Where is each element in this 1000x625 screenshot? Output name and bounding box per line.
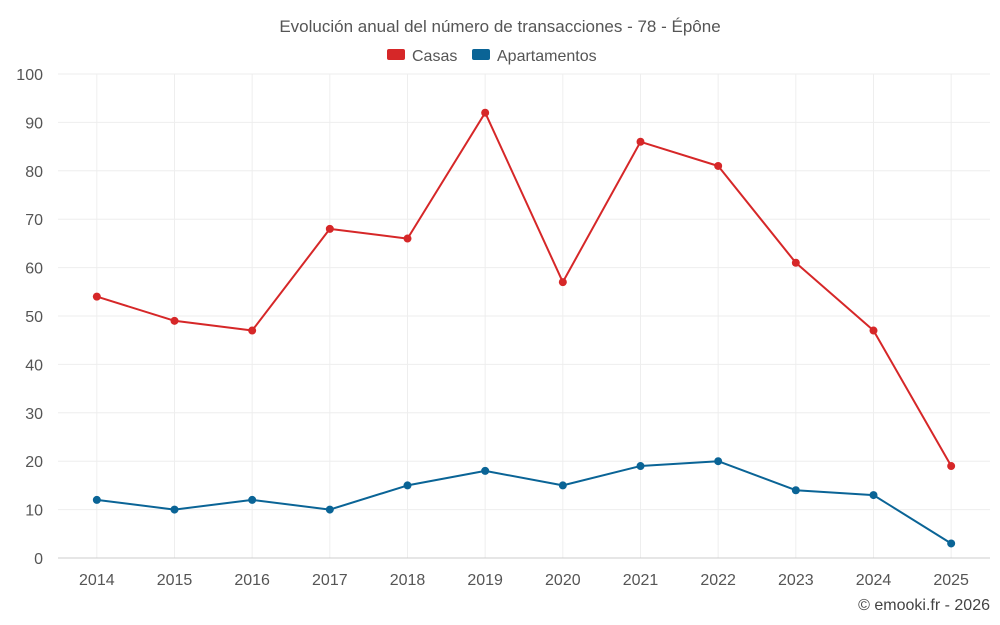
data-point-casas[interactable]: [170, 316, 179, 325]
data-point-casas[interactable]: [248, 326, 257, 335]
y-tick-label: 50: [25, 309, 43, 326]
x-tick-label: 2020: [545, 572, 581, 589]
data-point-apartamentos[interactable]: [791, 486, 800, 495]
y-tick-label: 80: [25, 164, 43, 181]
data-point-casas[interactable]: [403, 234, 412, 243]
data-point-casas[interactable]: [869, 326, 878, 335]
data-point-apartamentos[interactable]: [481, 466, 490, 475]
data-point-casas[interactable]: [92, 292, 101, 301]
chart-title: Evolución anual del número de transaccio…: [279, 17, 720, 36]
data-point-casas[interactable]: [791, 258, 800, 267]
y-tick-label: 0: [34, 551, 43, 568]
x-tick-label: 2023: [778, 572, 814, 589]
data-point-casas[interactable]: [714, 161, 723, 170]
data-point-apartamentos[interactable]: [636, 462, 645, 471]
legend-label-apartamentos[interactable]: Apartamentos: [497, 48, 597, 65]
x-tick-label: 2016: [234, 572, 270, 589]
y-tick-label: 100: [16, 67, 43, 84]
data-point-apartamentos[interactable]: [170, 505, 179, 514]
data-point-apartamentos[interactable]: [92, 495, 101, 504]
data-point-apartamentos[interactable]: [403, 481, 412, 490]
grid: [58, 73, 990, 559]
legend: Casas Apartamentos: [387, 48, 597, 65]
y-tick-label: 60: [25, 261, 43, 278]
data-point-apartamentos[interactable]: [248, 495, 257, 504]
data-point-apartamentos[interactable]: [325, 505, 334, 514]
x-tick-label: 2014: [79, 572, 115, 589]
data-point-apartamentos[interactable]: [558, 481, 567, 490]
y-tick-label: 30: [25, 406, 43, 423]
data-point-apartamentos[interactable]: [947, 539, 956, 548]
data-point-apartamentos[interactable]: [714, 457, 723, 466]
data-point-apartamentos[interactable]: [869, 491, 878, 500]
legend-swatch-apartamentos: [472, 49, 490, 60]
series-line-casas: [96, 111, 953, 467]
series: [92, 108, 956, 548]
x-tick-label: 2021: [623, 572, 659, 589]
y-tick-label: 70: [25, 212, 43, 229]
x-tick-label: 2025: [933, 572, 969, 589]
x-tick-label: 2015: [157, 572, 193, 589]
legend-label-casas[interactable]: Casas: [412, 48, 457, 65]
x-tick-label: 2017: [312, 572, 348, 589]
y-tick-label: 40: [25, 357, 43, 374]
x-tick-label: 2018: [390, 572, 426, 589]
data-point-casas[interactable]: [558, 278, 567, 287]
legend-swatch-casas: [387, 49, 405, 60]
data-point-casas[interactable]: [481, 108, 490, 117]
data-point-casas[interactable]: [947, 462, 956, 471]
data-point-casas[interactable]: [636, 137, 645, 146]
credit-text: © emooki.fr - 2026: [858, 597, 990, 614]
y-tick-label: 10: [25, 503, 43, 520]
y-tick-label: 20: [25, 454, 43, 471]
data-point-casas[interactable]: [325, 224, 334, 233]
x-tick-label: 2022: [700, 572, 736, 589]
axes: 0 10 20 30 40 50 60 70 80 90 100 2014 2015 2016 2017 20…: [16, 67, 990, 589]
series-line-apartamentos: [96, 460, 952, 545]
x-tick-label: 2019: [467, 572, 503, 589]
y-tick-label: 90: [25, 115, 43, 132]
x-tick-label: 2024: [856, 572, 892, 589]
